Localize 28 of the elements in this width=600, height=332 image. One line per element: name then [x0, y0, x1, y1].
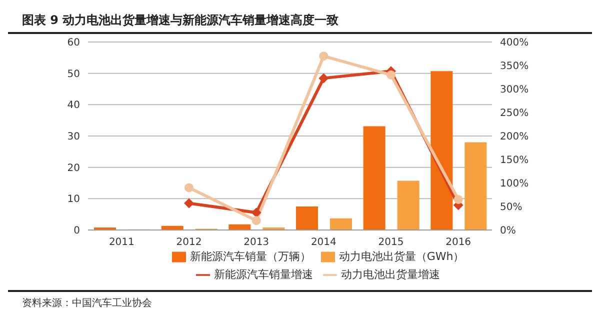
y-tick-label: 10: [67, 194, 80, 206]
y2-tick-label: 0%: [500, 226, 516, 237]
y-tick-label: 30: [67, 132, 80, 143]
y2-tick-label: 300%: [500, 84, 529, 96]
legend-label: 新能源汽车销量（万辆）: [190, 250, 311, 263]
x-tick-label: 2016: [446, 237, 472, 248]
legend-label: 动力电池出货量增速: [341, 268, 440, 281]
y2-tick-label: 200%: [500, 132, 529, 143]
x-tick-label: 2011: [108, 237, 134, 248]
x-tick-label: 2013: [244, 237, 270, 248]
y-tick-label: 40: [67, 100, 80, 112]
y2-tick-label: 350%: [500, 61, 529, 72]
y2-tick-label: 100%: [500, 178, 529, 190]
chart-title: 图表 9 动力电池出货量增速与新能源汽车销量增速高度一致: [8, 8, 592, 34]
y-tick-label: 50: [67, 68, 80, 80]
x-tick-label: 2012: [176, 237, 202, 248]
x-tick-label: 2014: [310, 237, 336, 248]
y-tick-label: 60: [67, 38, 80, 49]
legend-label: 动力电池出货量（GWh）: [338, 250, 464, 263]
y2-tick-label: 250%: [500, 108, 529, 120]
y-tick-label: 20: [67, 162, 80, 174]
y2-tick-label: 400%: [500, 38, 529, 49]
text: 资料来源：中国汽车工业协会: [22, 296, 153, 310]
y-tick-label: 0: [74, 226, 80, 237]
y2-tick-label: 150%: [500, 155, 529, 166]
y2-tick-label: 50%: [500, 202, 522, 214]
x-tick-label: 2015: [378, 237, 404, 248]
legend-label: 新能源汽车销量增速: [214, 268, 313, 281]
